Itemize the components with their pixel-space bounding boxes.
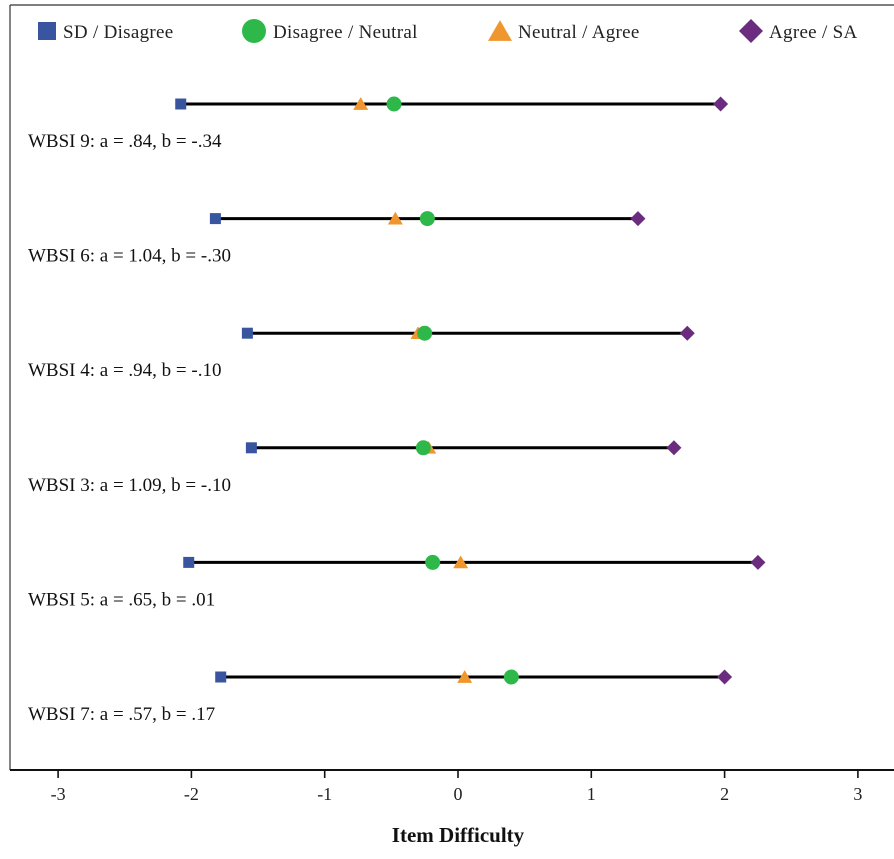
point-disagree-neutral <box>419 211 435 227</box>
item-label: WBSI 6: a = 1.04, b = -.30 <box>28 246 231 267</box>
legend-square-icon <box>38 22 56 40</box>
point-agree-sa <box>713 96 729 112</box>
legend-label: SD / Disagree <box>63 22 174 43</box>
x-axis: -3 -2 -1 0 1 2 3 Item Difficulty <box>51 770 862 847</box>
legend-label: Disagree / Neutral <box>273 22 418 43</box>
legend-label: Neutral / Agree <box>518 22 640 43</box>
legend-diamond-icon <box>739 19 763 43</box>
point-sd-disagree <box>215 671 227 683</box>
item-label: WBSI 4: a = .94, b = -.10 <box>28 360 221 381</box>
point-sd-disagree <box>209 213 221 225</box>
legend-item-neutral-agree: Neutral / Agree <box>488 20 640 43</box>
point-disagree-neutral <box>386 96 402 112</box>
legend-item-sd-disagree: SD / Disagree <box>38 22 174 43</box>
point-neutral-agree <box>457 670 473 683</box>
legend-circle-icon <box>242 19 266 43</box>
plot-frame <box>9 4 894 771</box>
x-tick-label: -3 <box>51 784 66 804</box>
plot-area: WBSI 9: a = .84, b = -.34 WBSI 6: a = 1.0… <box>28 96 766 725</box>
point-neutral-agree <box>353 97 369 110</box>
item-row: WBSI 7: a = .57, b = .17 <box>28 669 733 725</box>
point-neutral-agree <box>387 211 403 225</box>
item-row: WBSI 4: a = .94, b = -.10 <box>28 325 695 381</box>
item-label: WBSI 9: a = .84, b = -.34 <box>28 131 222 152</box>
x-tick-label: 1 <box>587 784 596 804</box>
x-tick-label: 3 <box>853 784 862 804</box>
item-label: WBSI 5: a = .65, b = .01 <box>28 589 215 610</box>
point-sd-disagree <box>175 98 187 110</box>
item-row: WBSI 3: a = 1.09, b = -.10 <box>28 440 682 496</box>
item-row: WBSI 9: a = .84, b = -.34 <box>28 96 729 152</box>
item-label: WBSI 3: a = 1.09, b = -.10 <box>28 475 231 496</box>
point-disagree-neutral <box>503 669 519 685</box>
point-disagree-neutral <box>417 325 433 341</box>
legend-item-agree-sa: Agree / SA <box>739 19 857 43</box>
point-neutral-agree <box>453 555 469 569</box>
point-sd-disagree <box>183 556 195 568</box>
point-sd-disagree <box>241 327 253 339</box>
point-disagree-neutral <box>425 554 441 570</box>
point-agree-sa <box>717 669 733 685</box>
x-tick-label: -1 <box>317 784 332 804</box>
legend-item-disagree-neutral: Disagree / Neutral <box>242 19 418 43</box>
point-disagree-neutral <box>415 440 431 456</box>
point-agree-sa <box>666 440 682 456</box>
legend-label: Agree / SA <box>769 22 857 43</box>
item-label: WBSI 7: a = .57, b = .17 <box>28 704 215 725</box>
x-tick-label: 2 <box>720 784 729 804</box>
x-tick-label: 0 <box>454 784 463 804</box>
item-row: WBSI 6: a = 1.04, b = -.30 <box>28 211 646 267</box>
x-axis-title: Item Difficulty <box>392 823 525 847</box>
point-sd-disagree <box>245 442 257 454</box>
item-row: WBSI 5: a = .65, b = .01 <box>28 554 766 610</box>
point-agree-sa <box>750 554 766 570</box>
point-agree-sa <box>679 325 695 341</box>
legend: SD / Disagree Disagree / Neutral Neutral /… <box>38 19 857 43</box>
x-tick-label: -2 <box>184 784 199 804</box>
point-agree-sa <box>630 211 646 227</box>
legend-triangle-icon <box>488 20 512 41</box>
